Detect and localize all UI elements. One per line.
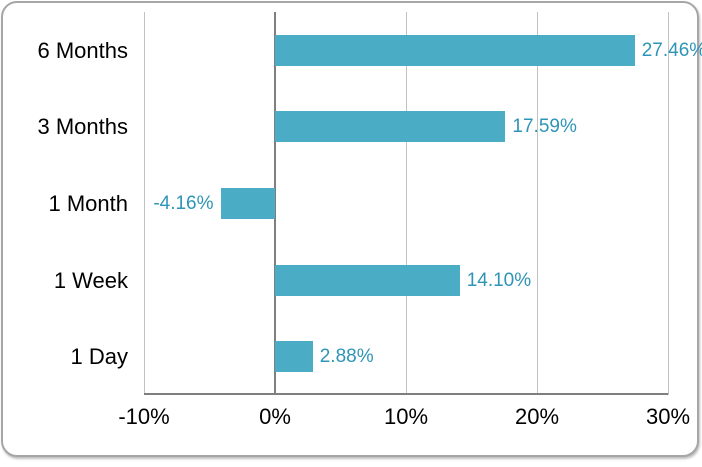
bar-value-label: -4.16% [153,193,214,214]
gridline [405,12,407,395]
bar [220,188,275,219]
gridline [143,12,145,395]
bar-value-label: 2.88% [319,346,374,368]
category-label: 1 Day [70,344,128,370]
category-label: 3 Months [37,114,129,140]
zero-line [274,12,276,395]
gridline [536,12,538,395]
chart-frame [1,1,699,457]
bar-value-label: 17.59% [512,116,577,138]
bar-value-label: 14.10% [466,269,532,291]
category-label: 1 Week [53,267,128,293]
x-axis-line [144,393,668,395]
category-label: 1 Month [48,191,129,216]
bar [275,264,460,296]
category-label: 6 Months [37,37,129,63]
bar-value-label: 27.46% [641,39,702,61]
bar [275,341,313,373]
bar [275,34,635,66]
bar [275,111,506,143]
gridline [667,12,669,395]
x-tick-label: 10% [383,404,429,429]
x-tick-label: 20% [514,404,560,429]
x-tick-label: 30% [645,404,691,429]
x-tick-label: 0% [259,404,291,429]
x-tick-label: -10% [118,404,170,429]
